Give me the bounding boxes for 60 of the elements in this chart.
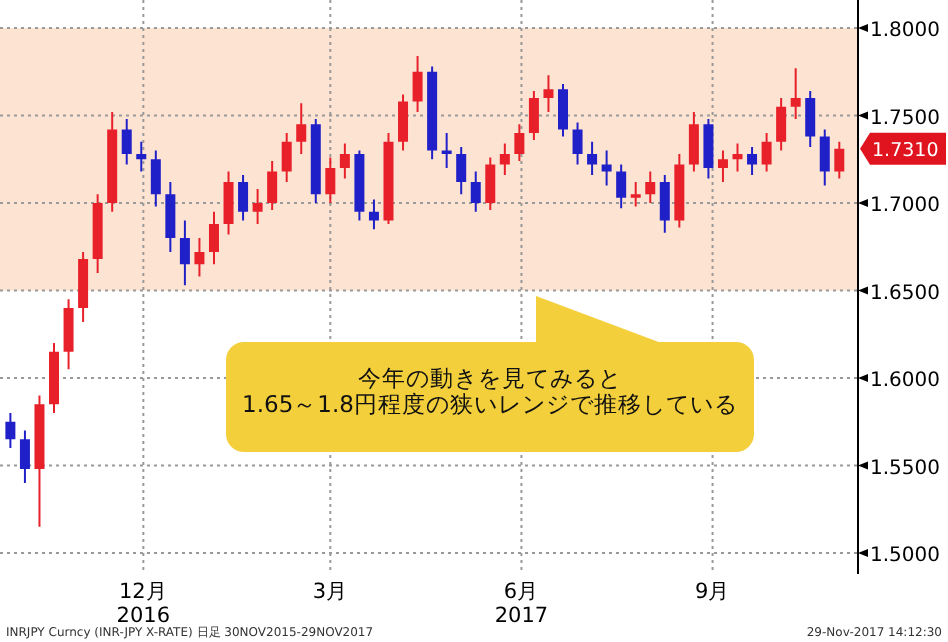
- candlestick: [819, 128, 830, 187]
- candlestick: [601, 149, 612, 187]
- candlestick: [19, 429, 30, 484]
- candlestick: [747, 146, 758, 176]
- y-tick-label: 1.6500: [870, 282, 940, 305]
- candlestick: [136, 140, 147, 173]
- annotation: 今年の動きを見てみると 1.65～1.8円程度の狭いレンジで推移している: [242, 364, 738, 419]
- candlestick: [121, 118, 132, 166]
- candlestick: [296, 102, 307, 155]
- candlestick: [659, 174, 670, 234]
- y-tick-label: 1.6000: [870, 370, 940, 392]
- x-tick-label: 12月 2016: [116, 580, 171, 629]
- candlestick: [63, 298, 74, 371]
- candlestick: [252, 188, 263, 225]
- candlestick: [368, 198, 379, 231]
- candlestick: [339, 142, 350, 180]
- candlestick: [703, 118, 714, 180]
- candlestick: [587, 140, 598, 176]
- x-tick-label: 6月 2017: [494, 580, 549, 629]
- candlestick: [790, 67, 801, 120]
- candlestick: [834, 140, 845, 180]
- candlestick: [238, 174, 249, 222]
- candlestick: [5, 412, 16, 449]
- candlestick: [456, 146, 467, 196]
- candlestick: [717, 149, 728, 183]
- candlestick: [470, 170, 481, 213]
- candlestick: [267, 160, 278, 211]
- candlestick: [630, 181, 641, 208]
- candlestick: [208, 210, 219, 266]
- y-tick-label: 1.5000: [870, 545, 940, 567]
- y-tick-label: 1.8000: [870, 20, 940, 42]
- candlestick: [398, 93, 409, 152]
- candlestick: [776, 97, 787, 152]
- candlestick: [165, 181, 176, 253]
- candlestick: [485, 156, 496, 211]
- candlestick: [150, 149, 161, 208]
- y-tick-label: 1.7500: [870, 107, 940, 130]
- candlestick: [616, 163, 627, 210]
- annotation: 1.7310: [872, 139, 939, 162]
- candlestick: [412, 55, 423, 113]
- candlestick: [645, 170, 656, 204]
- y-tick-label: 1.5500: [870, 457, 940, 480]
- candlestick: [528, 90, 539, 141]
- y-tick-label: 1.7000: [870, 195, 940, 217]
- candlestick: [688, 111, 699, 173]
- candlestick: [543, 74, 554, 113]
- candlestick: [223, 170, 234, 236]
- candlestick: [761, 132, 772, 173]
- candlestick: [732, 142, 743, 173]
- candlestick: [514, 123, 525, 162]
- candlestick: [805, 90, 816, 148]
- candlestick: [179, 219, 190, 287]
- x-tick-label: 3月: [312, 580, 349, 604]
- x-tick-label: 9月: [694, 580, 731, 604]
- candlestick: [572, 121, 583, 166]
- candlestick: [325, 156, 336, 204]
- candlestick: [194, 237, 205, 278]
- candlestick: [558, 83, 568, 138]
- candlestick: [281, 132, 292, 183]
- candlestick: [499, 142, 510, 176]
